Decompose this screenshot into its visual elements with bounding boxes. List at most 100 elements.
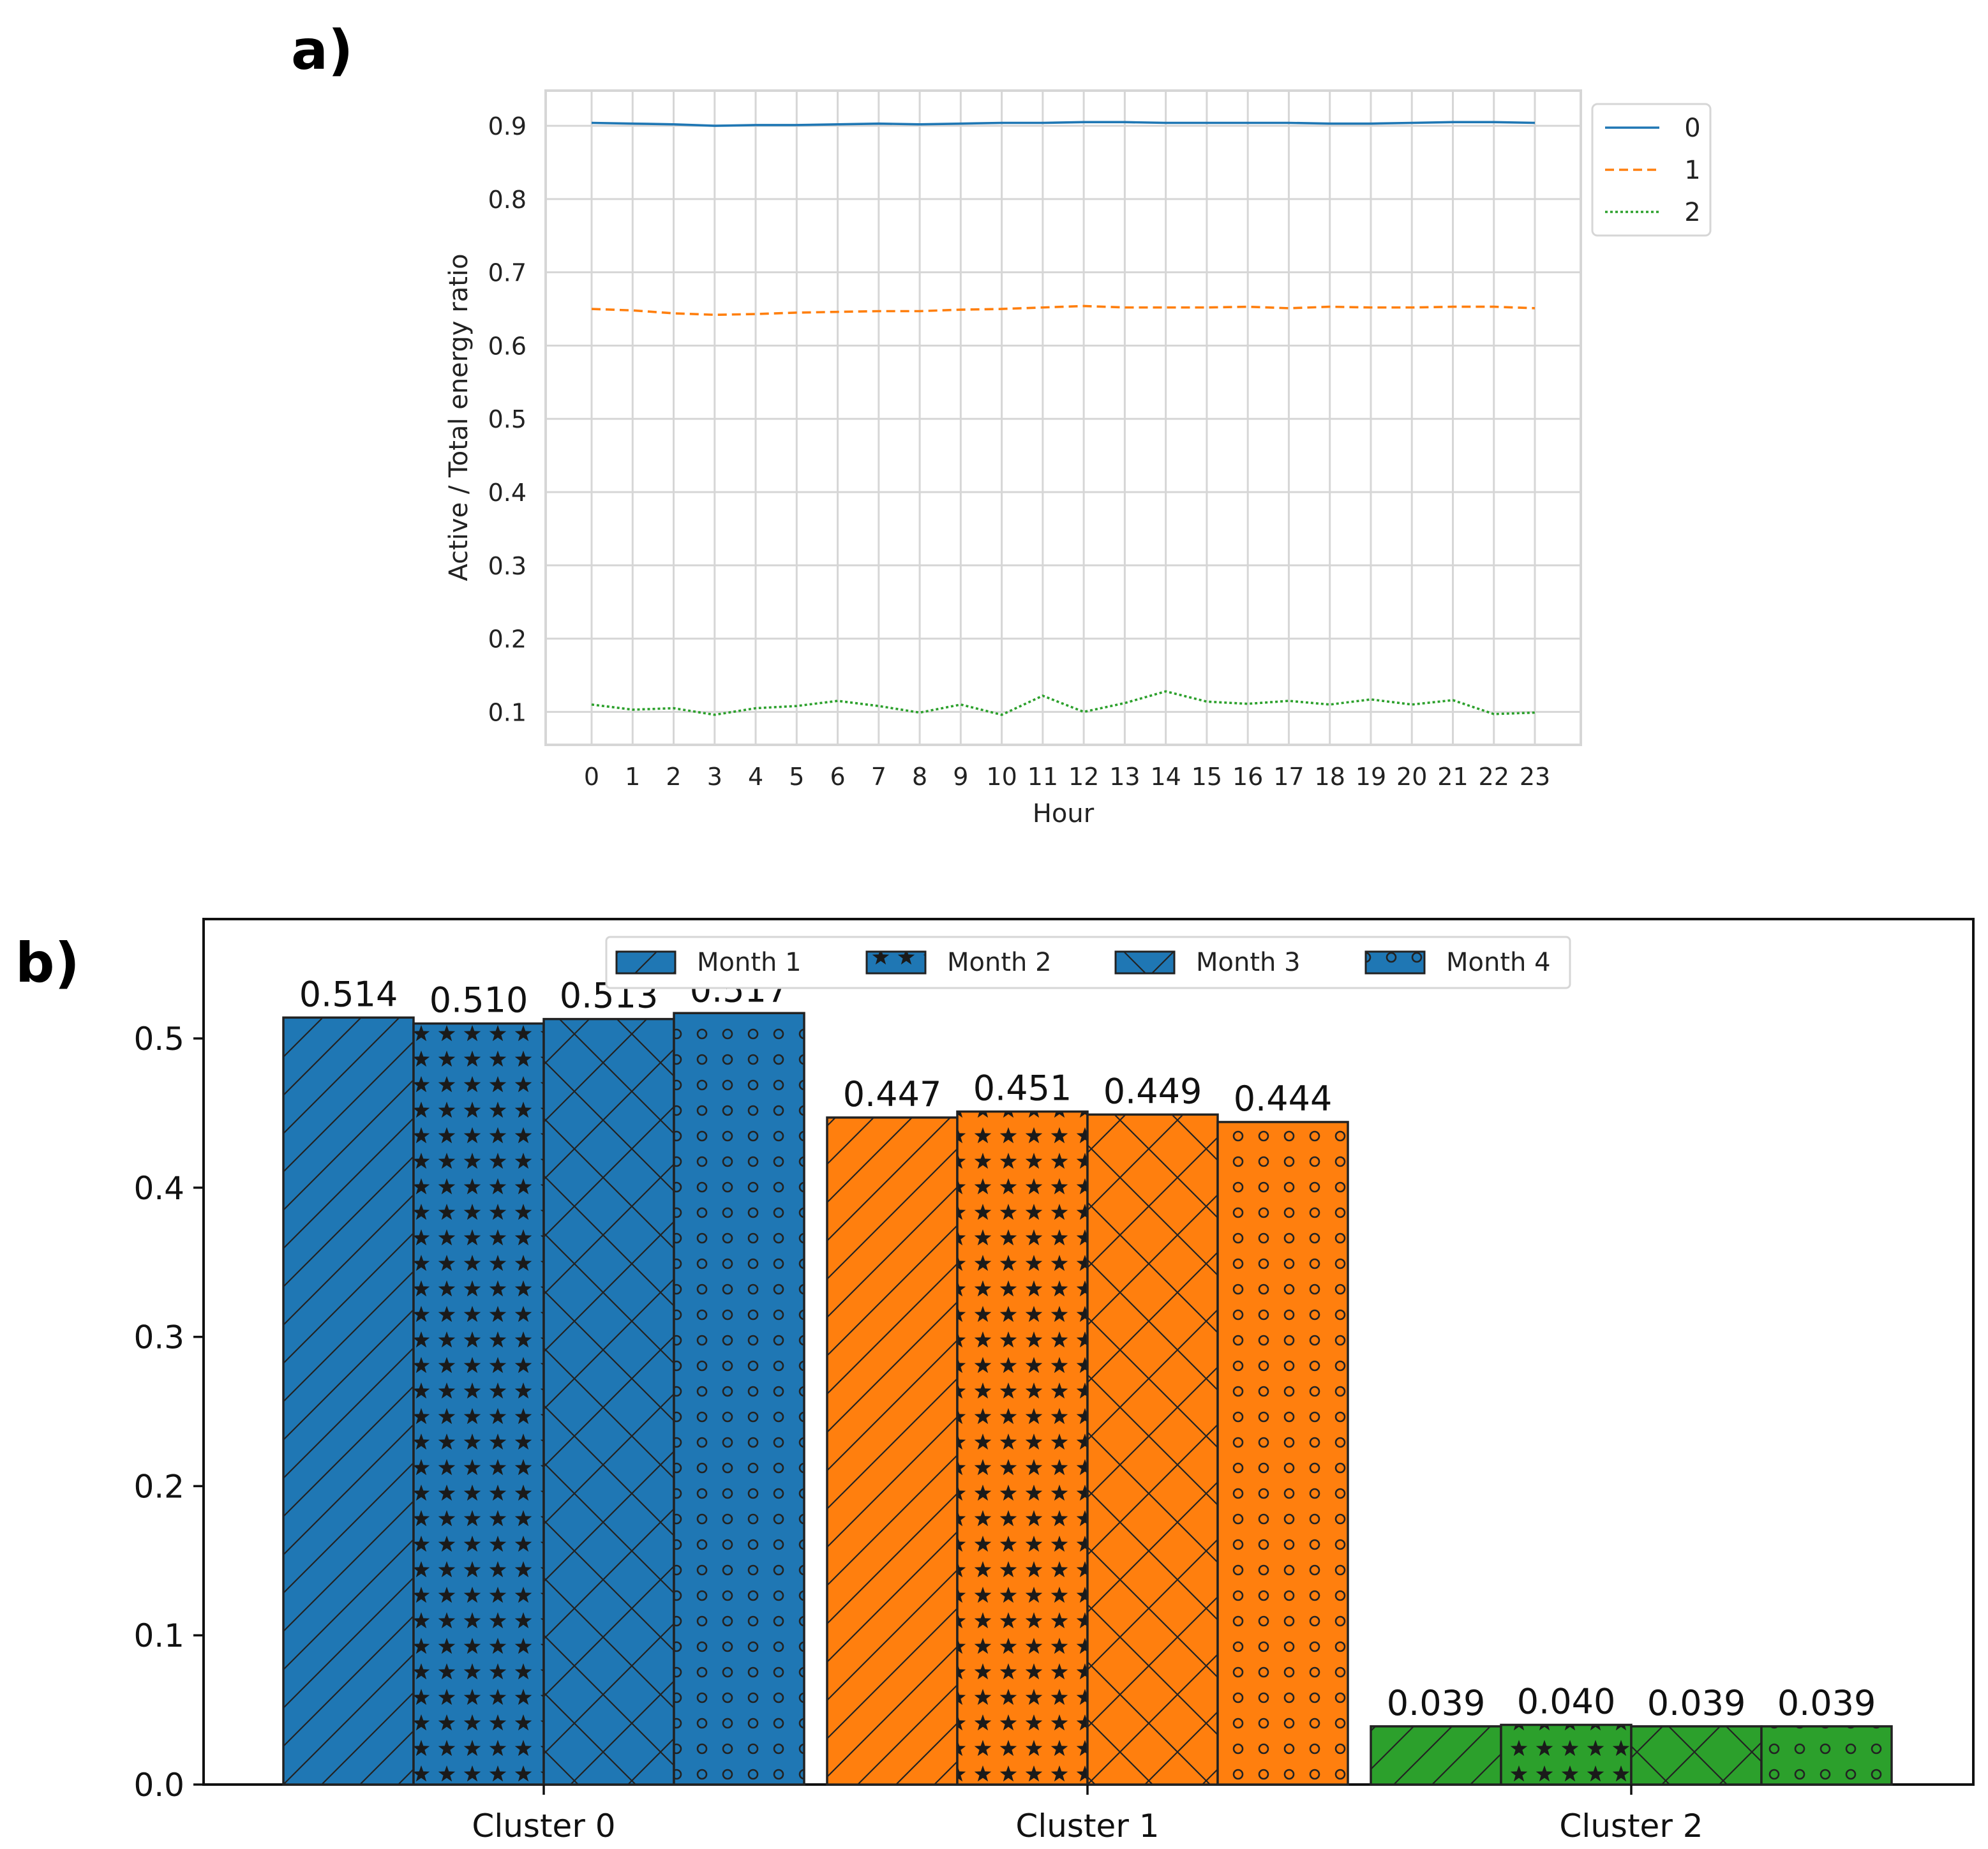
bar-hatch [1501,1725,1631,1785]
bar-hatch [1371,1726,1501,1785]
x-tick-label: 14 [1150,763,1181,791]
legend-label: Month 1 [697,948,802,977]
legend-item-month-3: Month 3 [1114,948,1301,977]
bar-value-label: 0.444 [1234,1079,1333,1119]
y-tick-label: 0.5 [133,1021,184,1058]
bar-value-label: 0.451 [973,1068,1072,1109]
legend-swatch-outline [615,950,676,975]
x-tick-label: 18 [1315,763,1345,791]
bar-cluster-2-month-4 [1760,1725,1893,1786]
bar-value-label: 0.039 [1647,1683,1746,1723]
y-tick-label: 0.2 [133,1468,184,1505]
legend-swatch-hatch [1116,952,1174,973]
bar-cluster-2-month-1 [1370,1725,1502,1786]
bar-value-label: 0.449 [1103,1071,1202,1111]
x-tick-label: 20 [1396,763,1427,791]
legend: Month 1 Month 2 Month 3 Month 4 [605,936,1571,989]
y-tick-label: 0.9 [488,112,527,140]
panel-a-label: a) [291,19,353,82]
bar-outline [1760,1725,1893,1786]
bar-hatch [674,1013,804,1785]
bar-hatch [283,1017,414,1785]
x-axis-ticks: 0 1 2 3 4 5 6 7 8 9 10 11 12 13 14 15 16 17 18 19 20 21 22 23 [584,763,1550,791]
y-tick-label: 0.1 [133,1617,184,1654]
bar-value-label: 0.039 [1777,1683,1876,1723]
series-line-1 [591,304,1536,317]
x-tick-label: 8 [912,763,927,791]
bar-hatch [414,1023,544,1785]
bar-value-label: 0.040 [1517,1681,1616,1721]
bar-cluster-1-month-3 [1086,1113,1219,1786]
x-tick-label: 0 [584,763,599,791]
series-line-2 [591,690,1536,716]
bar-cluster-1-month-4 [1216,1121,1349,1786]
x-tick-label: 17 [1273,763,1304,791]
y-tick-label: 0.0 [133,1767,184,1804]
legend-item-month-2: Month 2 [865,948,1052,977]
legend: 0 1 2 [1591,103,1712,237]
y-tick-label: 0.4 [133,1170,184,1207]
y-tick-label: 0.4 [488,479,527,507]
bar-outline [673,1012,805,1786]
legend-label: Month 4 [1446,948,1551,977]
bar-hatch [1218,1121,1348,1785]
x-axis-ticks: Cluster 0 Cluster 1 Cluster 2 [472,1785,1703,1845]
x-tick-label: 2 [666,763,681,791]
plot-area-frame [544,89,1582,746]
legend-swatch-hatch [617,952,675,973]
y-axis-ticks: 0.1 0.2 0.3 0.4 0.5 0.6 0.7 0.8 0.9 [488,112,527,726]
y-axis-label: Active / Total energy ratio [444,253,474,581]
x-tick-label: 5 [789,763,804,791]
bar-cluster-0-month-3 [542,1017,675,1786]
legend-label-1: 1 [1684,156,1700,185]
y-tick-label: 0.3 [133,1319,184,1356]
bar-cluster-1-month-1 [826,1116,959,1786]
bar-cluster-0-month-1 [282,1016,415,1786]
panel-b-label: b) [15,931,80,995]
legend-label-2: 2 [1684,198,1700,227]
legend-item-month-1: Month 1 [615,948,802,977]
bar-cluster-0-month-2 [412,1022,545,1786]
bar-cluster-1-month-2 [956,1110,1089,1786]
y-tick-label: 0.8 [488,186,527,214]
bar-cluster-0-month-4 [673,1012,805,1786]
y-tick-label: 0.1 [488,698,527,726]
legend-swatch-outline [1114,950,1176,975]
y-tick-label: 0.5 [488,405,527,433]
legend-label: Month 3 [1196,948,1301,977]
bar-hatch [827,1117,957,1785]
bar-hatch [1761,1726,1892,1785]
bar-cluster-2-month-3 [1630,1725,1763,1786]
x-tick-label: 10 [986,763,1017,791]
bar-cluster-2-month-2 [1500,1723,1633,1786]
x-tick-label: 13 [1109,763,1140,791]
x-tick-label: 6 [830,763,845,791]
x-axis-label: Hour [1033,799,1095,828]
y-tick-label: 0.2 [488,625,527,654]
x-tick-label: 23 [1520,763,1550,791]
series-line-0 [591,121,1536,127]
y-axis-ticks: 0.0 0.1 0.2 0.3 0.4 0.5 [133,1021,204,1804]
x-tick-label: Cluster 0 [472,1808,615,1845]
x-tick-label: 21 [1437,763,1468,791]
bars [282,1012,1893,1786]
legend-label-0: 0 [1684,114,1700,143]
bar-hatch [544,1019,674,1785]
y-tick-label: 0.3 [488,552,527,580]
bar-value-label: 0.039 [1387,1683,1486,1723]
legend-frame [605,936,1571,989]
bar-hatch [1631,1726,1761,1785]
line-chart-hourly-ratio: 0.10.20.30.40.50.60.70.80.9 0 1 2 3 4 5 6 7 8 9 10… [444,89,1712,828]
x-tick-label: 15 [1192,763,1222,791]
x-tick-label: 4 [748,763,763,791]
x-tick-label: 12 [1068,763,1099,791]
x-tick-label: 9 [953,763,968,791]
x-tick-label: 16 [1232,763,1263,791]
y-tick-label: 0.7 [488,259,527,287]
legend-item-month-4: Month 4 [1364,948,1551,977]
bar-value-label: 0.510 [430,980,528,1021]
bar-value-label: 0.514 [299,974,398,1014]
x-tick-label: Cluster 2 [1559,1808,1703,1845]
